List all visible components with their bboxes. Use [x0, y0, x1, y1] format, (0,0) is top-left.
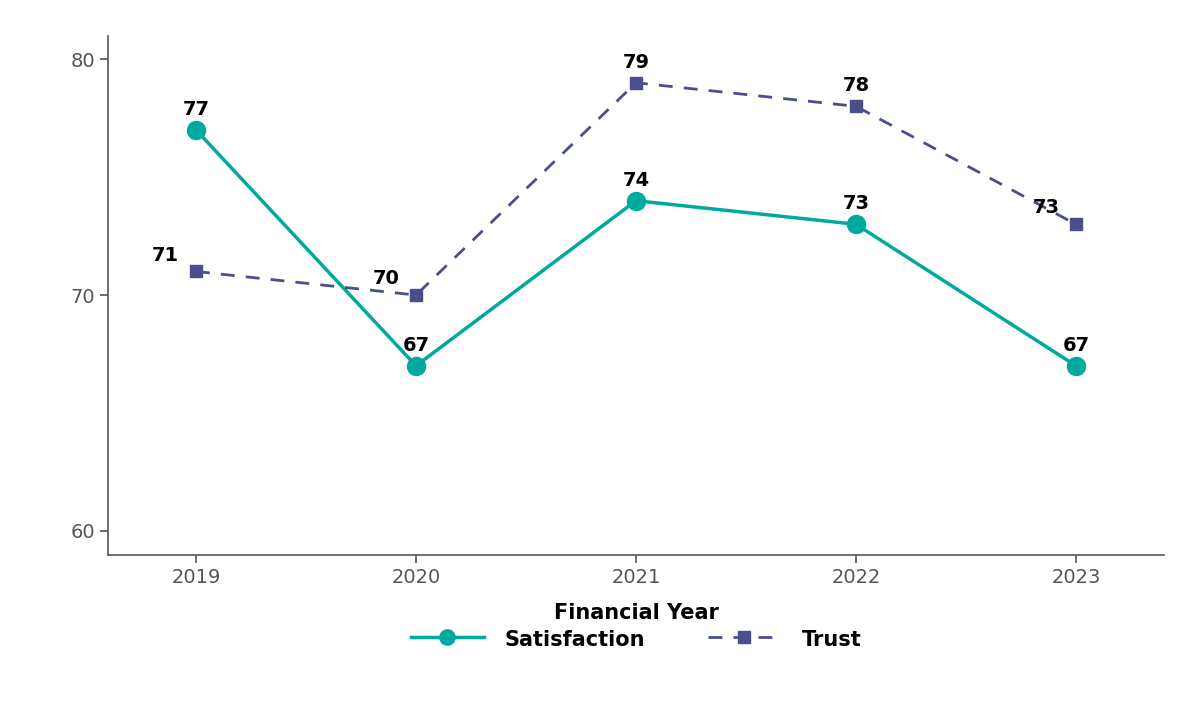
Text: 78: 78 — [842, 76, 870, 95]
Text: 74: 74 — [623, 171, 649, 190]
Text: 67: 67 — [1062, 336, 1090, 355]
Text: 67: 67 — [402, 336, 430, 355]
Text: 73: 73 — [842, 194, 870, 213]
Text: 70: 70 — [372, 269, 400, 288]
Text: 71: 71 — [152, 245, 179, 264]
Legend: Satisfaction, Trust: Satisfaction, Trust — [402, 620, 870, 658]
Text: 77: 77 — [182, 100, 210, 119]
Text: 79: 79 — [623, 53, 649, 72]
Text: 73: 73 — [1032, 198, 1060, 218]
X-axis label: Financial Year: Financial Year — [553, 604, 719, 624]
